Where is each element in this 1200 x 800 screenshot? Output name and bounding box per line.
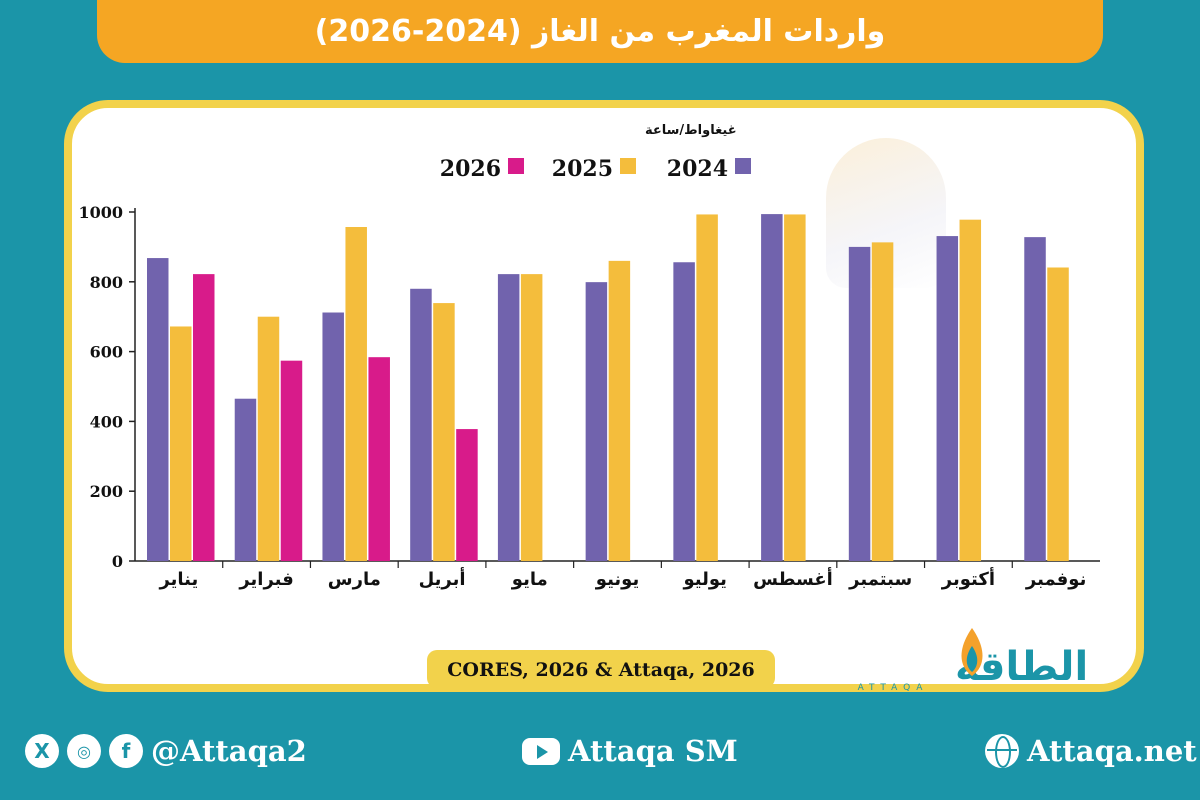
bar-2025	[170, 326, 192, 561]
x-tick-label: نوفمبر	[1025, 569, 1086, 590]
logo-drop-icon	[966, 646, 978, 672]
source-text: CORES, 2026 & Attaqa, 2026	[447, 659, 754, 681]
bar-2024	[1024, 237, 1046, 562]
unit-label: غيغاواط/ساعة	[645, 123, 737, 138]
x-tick-label: فبراير	[238, 569, 293, 590]
x-tick-label: سبتمبر	[848, 569, 912, 590]
bar-2026	[193, 274, 215, 561]
bar-2025	[1047, 267, 1069, 561]
bar-2025	[959, 219, 982, 562]
x-icon[interactable]: X	[25, 734, 59, 768]
x-tick-label: يونيو	[595, 569, 639, 590]
y-tick-label: 0	[112, 552, 123, 571]
facebook-icon[interactable]: f	[109, 734, 143, 768]
bar-2025	[696, 214, 718, 561]
x-tick-label: أبريل	[419, 567, 466, 590]
legend-label-2024: 2024	[667, 156, 728, 182]
legend-label-2025: 2025	[552, 156, 613, 182]
bar-2024	[936, 236, 959, 561]
x-tick-label: أغسطس	[753, 567, 833, 590]
website-url: Attaqa.net	[1027, 734, 1197, 768]
legend-label-2026: 2026	[440, 156, 501, 182]
youtube-icon	[522, 737, 560, 765]
x-tick-label: مايو	[511, 569, 548, 590]
legend-swatch-2026	[508, 158, 524, 174]
globe-icon	[985, 734, 1019, 768]
bar-2025	[784, 214, 806, 561]
bar-2024	[848, 246, 871, 561]
bar-2025	[608, 260, 631, 561]
bar-2024	[410, 288, 432, 561]
y-tick-label: 800	[90, 273, 123, 292]
bar-2026	[456, 429, 478, 561]
instagram-icon[interactable]: ◎	[67, 734, 101, 768]
bar-2024	[322, 312, 344, 561]
bar-2024	[147, 258, 169, 561]
title-bar: واردات المغرب من الغاز (2024-2026)	[97, 0, 1103, 63]
source-box	[427, 650, 775, 688]
x-tick-label: يوليو	[683, 569, 727, 590]
youtube-link[interactable]: Attaqa SM	[522, 734, 738, 768]
chart-title: واردات المغرب من الغاز (2024-2026)	[314, 14, 886, 49]
y-tick-label: 1000	[78, 203, 123, 222]
y-tick-label: 200	[90, 482, 123, 501]
youtube-handle: Attaqa SM	[568, 734, 738, 768]
bar-2024	[585, 282, 608, 561]
x-tick-label: يناير	[158, 569, 198, 590]
legend-swatch-2025	[620, 158, 636, 174]
y-tick-label: 600	[90, 343, 123, 362]
bar-2024	[497, 274, 520, 561]
social-links: X ◎ f @Attaqa2	[25, 734, 307, 768]
x-tick-label: أكتوبر	[941, 567, 995, 590]
bar-2025	[433, 303, 455, 561]
bar-2025	[257, 316, 280, 561]
bar-2024	[761, 214, 783, 561]
bar-2025	[520, 274, 543, 561]
y-tick-label: 400	[90, 412, 123, 431]
bar-2025	[345, 227, 367, 561]
logo-subtext: ATTAQA	[858, 683, 929, 693]
footer: X ◎ f @Attaqa2 Attaqa SM Attaqa.net	[0, 720, 1200, 790]
bar-2024	[673, 262, 695, 561]
social-handle[interactable]: @Attaqa2	[151, 734, 307, 768]
x-tick-label: مارس	[328, 569, 381, 590]
bar-2025	[871, 242, 894, 561]
website-link[interactable]: Attaqa.net	[985, 734, 1197, 768]
legend-swatch-2024	[735, 158, 751, 174]
bar-2024	[234, 398, 257, 561]
bar-2026	[368, 357, 390, 561]
bar-2026	[280, 360, 303, 561]
